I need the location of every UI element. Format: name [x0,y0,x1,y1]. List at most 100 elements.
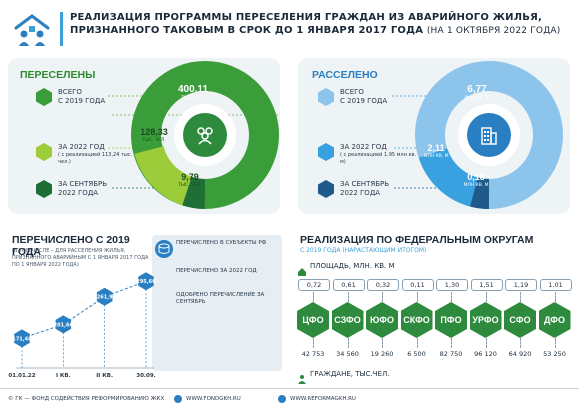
resettled-total-unit: ТЫС. ЧЕЛ. [181,96,205,101]
fund-logo-icon [12,12,52,48]
relocated-year-label: ЗА 2022 ГОД ( с реализацией 1,95 млн кв.… [340,143,420,166]
title-line-1: РЕАЛИЗАЦИЯ ПРОГРАММЫ ПЕРЕСЕЛЕНИЯ ГРАЖДАН… [70,12,542,23]
district-hex-7: СФО [504,302,536,338]
point-marker [138,272,154,291]
districts-title: РЕАЛИЗАЦИЯ ПО ФЕДЕРАЛЬНЫМ ОКРУГАМ [300,234,534,246]
point-marker [96,287,113,306]
district-area-value: 1,30 [436,279,468,291]
people-icon [297,369,307,384]
title-line-2: ПРИЗНАННОГО ТАКОВЫМ В СРОК ДО 1 ЯНВАРЯ 2… [70,25,561,36]
district-area-value: 0,61 [332,279,365,291]
relocated-year-unit: МЛН КВ. М [423,154,449,159]
resettled-donut [131,61,279,209]
x-tick-label: 30.09. [136,373,156,379]
district-connector [416,338,419,348]
area-house-icon [297,262,307,276]
series-line [21,280,147,339]
district-hex-8: ДФО [538,302,571,338]
relocated-total-label: ВСЕГО С 2019 ГОДА [340,88,388,105]
resettled-year-note: ( с реализацией 113,24 тыс. чел.) [58,152,133,165]
district-hex-6: УРФО [469,302,502,338]
district-hex-5: ПФО [435,302,467,338]
legend-item-month: ОДОБРЕНО ПЕРЕЧИСЛЕНИЕ ЗА СЕНТЯБРЬ [176,292,265,305]
district-connector [520,292,522,302]
resettled-month-label: ЗА СЕНТЯБРЬ 2022 ГОДА [58,180,108,197]
district-connector [451,338,453,348]
resettled-year-value: 128,33 [140,127,168,137]
globe-icon [174,395,182,403]
year-area-hex-icon [318,143,334,161]
district-people-value: 64 920 [508,350,532,358]
district-area-value: 0,11 [401,279,434,291]
district-connector [554,338,557,348]
district-people-value: 96 120 [474,350,497,358]
total-hex-icon [36,88,52,106]
transfer-line-chart: 171,48 01.01.22 201,66 I КВ. 261,9 II КВ. 295,… [8,272,156,379]
resettled-year-label: ЗА 2022 ГОД ( с реализацией 113,24 тыс. … [58,143,138,166]
transfer-subtitle: (В ТОМ ЧИСЛЕ – ДЛЯ РАССЕЛЕНИЯ ЖИЛЬЯ, ПРИ… [12,248,149,268]
district-connector [313,292,315,302]
coins-icon [155,240,173,258]
x-tick-label: II КВ. [96,373,113,379]
district-connector [382,338,384,348]
district-connector [520,338,522,348]
point-label: 201,66 [54,322,74,328]
district-connector [554,292,557,302]
district-people-value: 34 560 [336,350,359,358]
district-area-value: 0,72 [298,279,330,291]
district-people-value: 53 250 [543,350,566,358]
relocated-title: РАССЕЛЕНО [312,69,378,81]
relocated-year-note: ( с реализацией 1,95 млн кв. м) [340,152,417,165]
district-hex-4: СКФО [400,302,433,338]
x-tick-label: I КВ. [56,373,71,379]
data-point: 261,9 [96,287,113,306]
district-connector [485,292,488,302]
month-hex-icon [36,180,52,198]
transfer-legend [152,235,282,371]
data-point: 201,66 [54,315,74,334]
footer [0,388,579,411]
district-connector [313,338,315,348]
district-people-value: 6 500 [407,350,426,358]
districts-subtitle: С 2019 ГОДА (НАРАСТАЮЩИМ ИТОГОМ) [300,247,427,254]
relocated-month-label: ЗА СЕНТЯБРЬ 2022 ГОДА [340,180,390,197]
footer-site-1[interactable]: WWW.FONDGKH.RU [186,396,241,402]
resettled-month-unit: ТЫС. ЧЕЛ. [178,183,202,188]
year-hex-icon [36,143,52,161]
relocated-month-unit: МЛН КВ. М [463,183,489,188]
relocated-month-value: 0,18 [467,172,485,182]
footer-site-2[interactable]: WWW.REFORMAGKH.RU [290,396,356,402]
district-connector [416,292,419,302]
relocated-total-value: 6,77 [467,84,487,95]
relocated-year-value: 2,11 [427,143,445,153]
district-hex-3: ЮФО [366,302,398,338]
district-connector [451,292,453,302]
point-label: 295,66 [136,279,156,285]
building-icon [477,123,501,147]
district-connector [347,292,350,302]
legend-item-total: ПЕРЕЧИСЛЕНО В СУБЪЕКТЫ РФ [176,240,267,246]
resettled-total-value: 400,11 [177,84,209,95]
resettled-month-value: 9,79 [181,172,199,182]
district-connector [485,338,488,348]
district-connector [347,338,350,348]
month-area-hex-icon [318,180,334,198]
districts-list: 0,72 ЦФО 42 753 0,61 СЗФО 34 560 0,32 ЮФО 19 260… [297,277,573,365]
district-people-value: 82 750 [439,350,463,358]
district-area-value: 1,01 [539,279,572,291]
people-label: ГРАЖДАНЕ, ТЫС.ЧЕЛ. [310,370,390,378]
people-group-icon [193,123,217,147]
header-accent-bar [60,12,63,46]
footer-org: © ГК — ФОНД СОДЕЙСТВИЯ РЕФОРМИРОВАНИЮ ЖК… [8,396,165,402]
x-tick-label: 01.01.22 [8,373,35,379]
data-point: 295,66 [136,272,156,291]
district-area-value: 1,19 [505,279,537,291]
area-label: ПЛОЩАДЬ, МЛН. КВ. М [310,262,395,270]
resettled-total-label: ВСЕГО С 2019 ГОДА [58,88,106,105]
point-label: 171,48 [12,336,32,342]
point-marker [55,315,72,334]
district-people-value: 19 260 [370,350,394,358]
resettled-year-unit: ТЫС. ЧЕЛ. [142,138,166,143]
title-note: (НА 1 ОКТЯБРЯ 2022 ГОДА) [426,26,561,36]
point-marker [14,329,30,348]
